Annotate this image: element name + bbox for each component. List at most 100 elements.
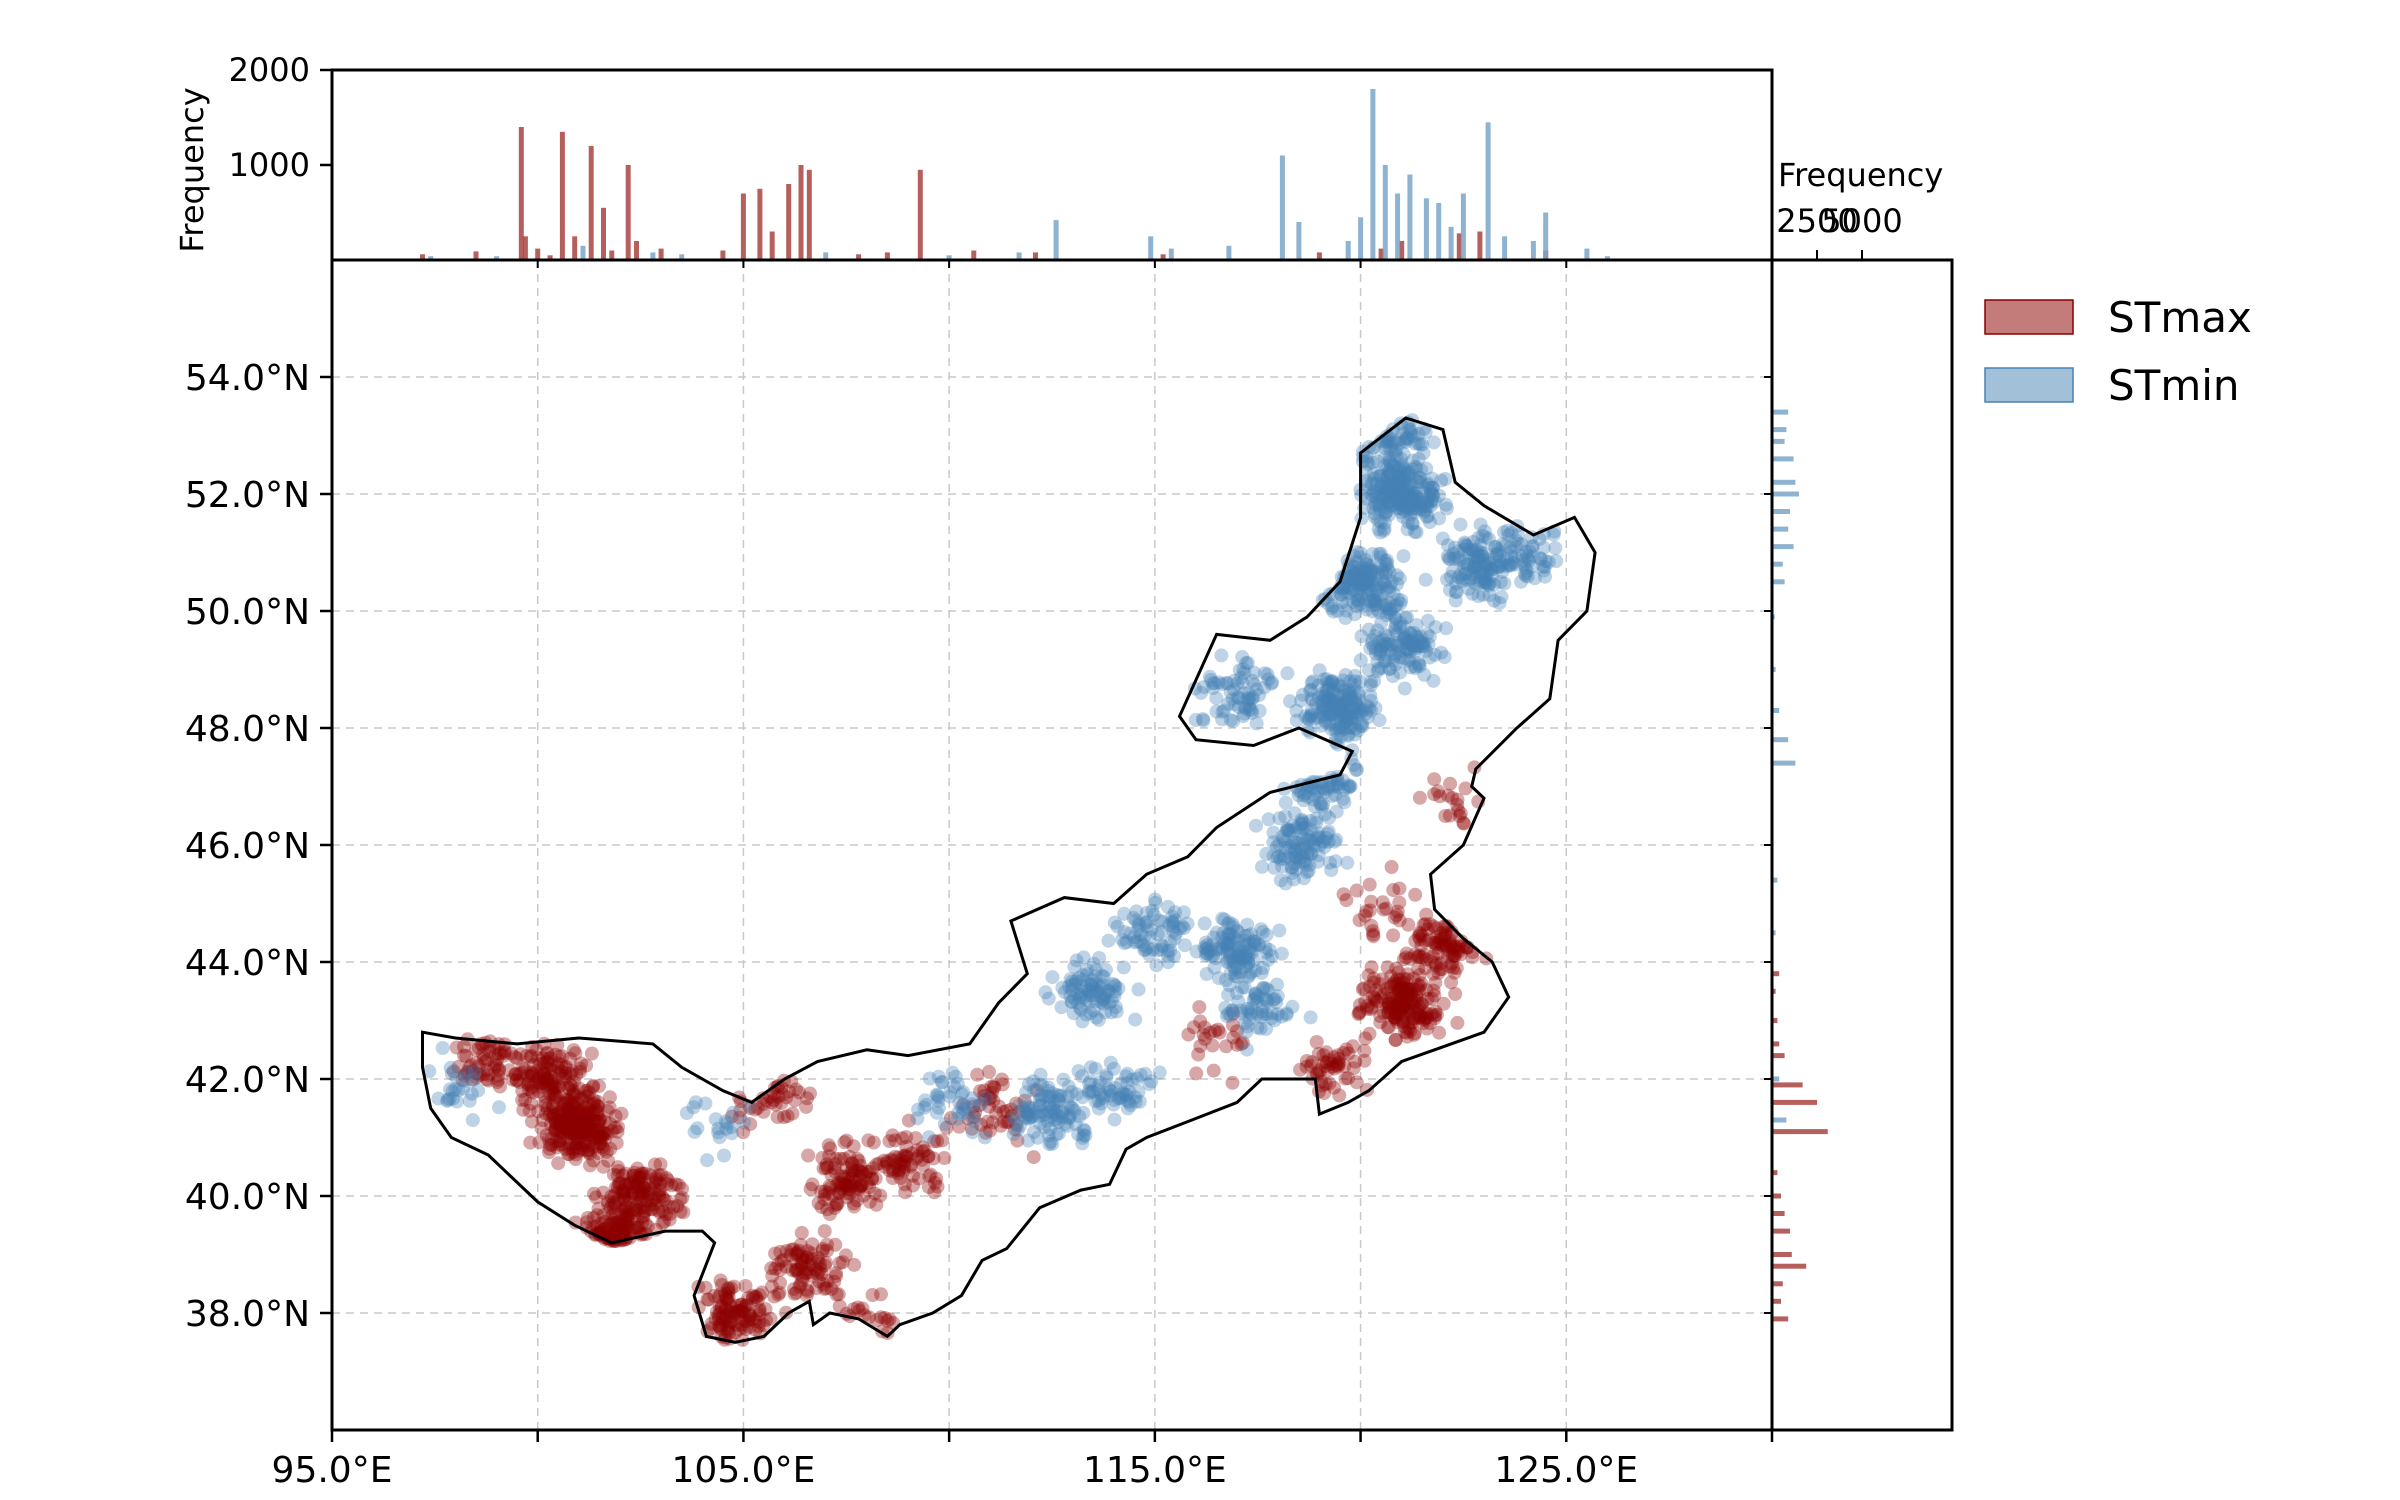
data-point-stmin — [1242, 690, 1257, 705]
data-point-stmax — [554, 1064, 569, 1079]
data-point-stmin — [1410, 474, 1425, 489]
data-point-stmax — [855, 1165, 869, 1180]
data-point-stmin — [1388, 624, 1403, 638]
data-point-stmin — [1470, 561, 1485, 576]
data-point-stmax — [575, 1115, 590, 1130]
data-point-stmin — [1359, 491, 1374, 506]
data-point-stmax — [867, 1186, 882, 1201]
data-point-stmin — [1379, 648, 1394, 663]
data-point-stmin — [1233, 944, 1248, 959]
data-point-stmin — [1439, 497, 1453, 512]
data-point-stmax — [1366, 927, 1381, 942]
data-point-stmin — [1369, 597, 1384, 612]
data-point-stmax — [1395, 988, 1410, 1003]
data-point-stmax — [1412, 950, 1427, 964]
data-point-stmin — [1239, 959, 1254, 974]
data-point-stmax — [856, 1188, 871, 1203]
data-point-stmax — [544, 1068, 559, 1083]
data-point-stmin — [1381, 480, 1396, 494]
data-point-stmax — [580, 1110, 595, 1124]
data-point-stmin — [1267, 1013, 1282, 1028]
data-point-stmin — [1252, 938, 1266, 953]
data-point-stmax — [572, 1105, 587, 1120]
data-point-stmin — [1095, 968, 1109, 983]
data-point-stmax — [1443, 936, 1458, 951]
data-point-stmin — [1427, 647, 1442, 662]
data-point-stmin — [1152, 913, 1167, 928]
data-point-stmax — [1401, 982, 1416, 997]
data-point-stmin — [1348, 695, 1363, 710]
data-point-stmax — [572, 1125, 587, 1140]
data-point-stmin — [1071, 1064, 1086, 1079]
data-point-stmin — [934, 1075, 949, 1090]
data-point-stmin — [1270, 977, 1284, 992]
data-point-stmax — [877, 1153, 892, 1168]
data-point-stmax — [1395, 1015, 1410, 1030]
data-point-stmin — [1246, 992, 1261, 1007]
data-point-stmin — [1242, 1012, 1257, 1027]
data-point-stmin — [1289, 848, 1304, 863]
data-point-stmin — [1101, 984, 1116, 999]
legend-label-stmax: STmax — [2108, 293, 2252, 342]
data-point-stmax — [548, 1113, 563, 1128]
data-point-stmax — [1181, 1027, 1196, 1042]
data-point-stmax — [643, 1198, 658, 1212]
data-point-stmin — [1409, 489, 1424, 504]
data-point-stmin — [1285, 999, 1300, 1014]
data-point-stmax — [1299, 1059, 1314, 1074]
data-point-stmin — [1405, 490, 1420, 505]
data-point-stmax — [1387, 910, 1402, 925]
data-point-stmax — [1442, 808, 1457, 823]
data-point-stmax — [629, 1199, 644, 1213]
data-point-stmax — [460, 1065, 475, 1080]
data-point-stmin — [1380, 562, 1395, 577]
data-point-stmin — [1396, 488, 1410, 503]
data-point-stmax — [1408, 887, 1423, 902]
data-point-stmin — [1103, 1055, 1118, 1070]
data-point-stmax — [822, 1207, 837, 1221]
data-point-stmax — [1321, 1063, 1335, 1078]
data-point-stmax — [1427, 1011, 1442, 1026]
data-point-stmin — [1316, 709, 1331, 724]
data-point-stmax — [1426, 919, 1441, 934]
data-point-stmax — [1401, 1016, 1416, 1031]
data-point-stmin — [1035, 1105, 1050, 1119]
data-point-stmin — [1354, 719, 1369, 734]
data-point-stmax — [1408, 933, 1423, 948]
data-point-stmax — [1399, 946, 1414, 961]
data-point-stmin — [1063, 972, 1078, 987]
data-point-stmin — [1224, 927, 1239, 942]
data-point-stmax — [632, 1170, 647, 1185]
data-point-stmin — [1347, 571, 1362, 586]
data-point-stmin — [1139, 906, 1154, 920]
data-point-stmin — [1358, 565, 1373, 580]
data-point-stmin — [1382, 463, 1397, 478]
data-point-stmin — [1096, 996, 1111, 1011]
right-bar-stmax — [1772, 1053, 1785, 1059]
data-point-stmin — [1231, 948, 1246, 963]
data-point-stmin — [1414, 639, 1429, 653]
data-point-stmax — [1412, 999, 1427, 1014]
data-point-stmin — [1309, 815, 1324, 830]
top-bar-stmax — [601, 207, 606, 261]
data-point-stmin — [1337, 722, 1352, 736]
data-point-stmax — [643, 1202, 658, 1217]
data-point-stmin — [1200, 946, 1215, 961]
data-point-stmax — [737, 1314, 752, 1329]
data-point-stmin — [690, 1121, 705, 1136]
data-point-stmax — [476, 1047, 491, 1062]
data-point-stmax — [896, 1163, 911, 1178]
data-point-stmin — [1373, 550, 1388, 565]
data-point-stmin — [1321, 702, 1336, 717]
data-point-stmax — [1386, 883, 1401, 897]
data-point-stmax — [952, 1119, 967, 1134]
data-point-stmin — [1325, 586, 1340, 601]
data-point-stmax — [910, 1143, 925, 1158]
data-point-stmin — [1175, 919, 1189, 934]
data-point-stmax — [578, 1135, 593, 1150]
data-point-stmin — [1222, 926, 1236, 941]
data-point-stmin — [1038, 985, 1053, 1000]
data-point-stmin — [1230, 969, 1245, 984]
data-point-stmax — [734, 1297, 749, 1312]
data-point-stmin — [1411, 492, 1426, 507]
